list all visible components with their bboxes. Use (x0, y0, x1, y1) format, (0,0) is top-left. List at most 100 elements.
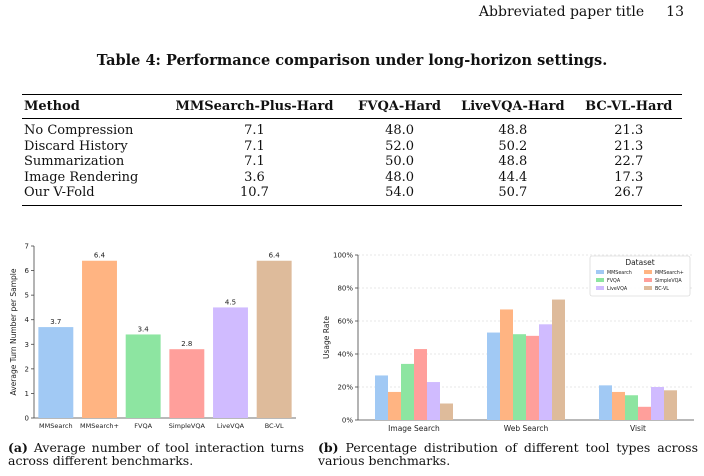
column-header: BC-VL-Hard (575, 94, 682, 119)
value-cell: 26.7 (575, 185, 682, 206)
legend-swatch (596, 286, 604, 290)
subfigure-label-b: (b) (318, 440, 339, 455)
value-cell: 7.1 (244, 154, 265, 169)
bar (539, 324, 552, 420)
value-cell: 48.8 (498, 154, 528, 169)
bar-value-label: 4.5 (225, 298, 236, 306)
y-tick-label: 20% (337, 384, 353, 392)
value-cell: 52.0 (385, 138, 415, 154)
bar (169, 349, 205, 418)
y-axis-label: Average Turn Number per Sample (9, 268, 18, 395)
table-header-row: Method MMSearch-Plus-Hard FVQA-Hard Live… (22, 94, 682, 119)
bar (500, 309, 513, 420)
method-cell: Summarization (24, 154, 125, 169)
x-tick-label: Image Search (388, 424, 440, 433)
legend-label: LiveVQA (607, 286, 628, 292)
bar (599, 385, 612, 420)
y-tick-label: 60% (337, 318, 353, 326)
y-tick-label: 0 (25, 415, 29, 423)
bar (82, 260, 117, 418)
x-tick-label: BC-VL (265, 422, 284, 430)
legend-box (589, 255, 691, 297)
x-tick-label: Visit (630, 424, 646, 433)
running-header: Abbreviated paper title 13 (479, 4, 684, 20)
y-tick-label: 7 (25, 243, 29, 251)
y-axis-label: Usage Rate (322, 316, 331, 359)
x-tick-label: MMSearch+ (80, 422, 119, 430)
bar (526, 335, 539, 420)
tool-turns-bar-chart: 0 1 2 3 4 5 6 7 3.7 MMSearch 6.4 MMSearch+ 3.4 FVQA 2.… (9, 243, 296, 430)
bar (388, 391, 401, 420)
bar (375, 375, 388, 420)
value-cell: 50.2 (498, 138, 528, 154)
bar (612, 391, 625, 420)
y-tick-label: 40% (337, 351, 353, 359)
x-tick-label: LiveVQA (217, 422, 245, 430)
table-row: Discard History 7.1 52.0 50.2 21.3 (22, 139, 682, 155)
y-tick-label: 1 (25, 390, 29, 398)
value-cell: 10.7 (159, 185, 349, 206)
bar (256, 260, 292, 418)
tool-usage-grouped-bar-chart: 0% 20% 40% 60% 80% 100% Image Search Web Search… (322, 252, 694, 433)
legend-label: MMSearch (607, 270, 632, 276)
legend-title: Dataset (625, 258, 654, 267)
value-cell: 50.7 (450, 185, 576, 206)
legend-swatch (596, 270, 604, 274)
legend-swatch (644, 286, 652, 290)
bar (487, 332, 500, 420)
bar (664, 390, 677, 420)
legend-label: FVQA (607, 278, 621, 284)
bar (125, 334, 161, 418)
value-cell: 50.0 (385, 154, 415, 169)
subfigure-text-a: Average number of tool interaction turns… (8, 440, 304, 468)
legend-label: MMSearch+ (655, 270, 684, 276)
y-tick-label: 5 (25, 292, 29, 300)
performance-table: Method MMSearch-Plus-Hard FVQA-Hard Live… (22, 94, 682, 206)
subfigure-caption-b: (b) Percentage distribution of different… (318, 441, 698, 467)
column-header: LiveVQA-Hard (450, 94, 576, 119)
x-tick-label: Web Search (504, 424, 549, 433)
y-tick-label: 4 (25, 316, 30, 324)
bar (625, 395, 638, 420)
value-cell: 48.8 (498, 123, 528, 138)
bar-value-label: 6.4 (94, 252, 106, 260)
table-row: Summarization 7.1 50.0 48.8 22.7 (22, 154, 682, 170)
bar (38, 327, 74, 418)
bar-value-label: 2.8 (181, 340, 192, 348)
method-cell: Discard History (24, 138, 128, 154)
legend-swatch (644, 278, 652, 282)
y-tick-label: 6 (25, 267, 30, 275)
y-tick-label: 80% (337, 285, 353, 293)
column-header: Method (22, 94, 160, 119)
table-row: No Compression 7.1 48.0 48.8 21.3 (22, 119, 682, 139)
value-cell: 7.1 (244, 138, 265, 154)
y-tick-label: 2 (25, 365, 29, 373)
subfigure-caption-a: (a) Average number of tool interaction t… (8, 441, 304, 467)
x-tick-label: SimpleVQA (169, 422, 206, 430)
y-tick-label: 100% (333, 252, 353, 260)
value-cell: 54.0 (348, 185, 451, 206)
table-caption: Table 4: Performance comparison under lo… (96, 52, 608, 69)
bar (440, 403, 453, 420)
value-cell: 3.6 (244, 169, 265, 185)
bar-value-label: 3.4 (138, 325, 150, 333)
value-cell: 22.7 (614, 154, 644, 169)
bar (213, 307, 248, 418)
x-tick-label: FVQA (134, 422, 152, 430)
bar-value-label: 3.7 (50, 318, 61, 326)
bar (427, 382, 440, 420)
bar (401, 363, 414, 420)
table-row: Our V-Fold 10.7 54.0 50.7 26.7 (22, 185, 682, 206)
y-tick-label: 3 (25, 341, 29, 349)
value-cell: 48.0 (385, 169, 415, 185)
method-cell: Our V-Fold (22, 185, 160, 206)
value-cell: 7.1 (244, 123, 265, 138)
legend-swatch (596, 278, 604, 282)
y-tick-label: 0% (342, 417, 353, 425)
x-tick-label: MMSearch (39, 422, 73, 430)
legend-label: BC-VL (655, 286, 669, 292)
column-header: FVQA-Hard (348, 94, 451, 119)
column-header: MMSearch-Plus-Hard (159, 94, 349, 119)
value-cell: 44.4 (498, 169, 528, 185)
value-cell: 48.0 (385, 123, 415, 138)
